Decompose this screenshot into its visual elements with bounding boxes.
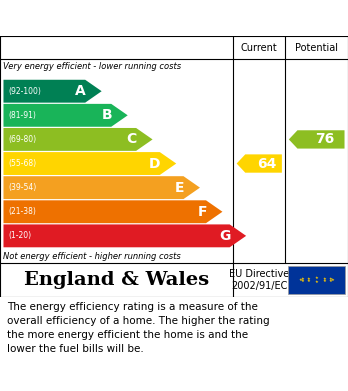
Text: ★: ★ [315, 276, 318, 280]
Text: F: F [197, 205, 207, 219]
Polygon shape [237, 154, 282, 173]
Polygon shape [3, 128, 152, 151]
Polygon shape [3, 152, 176, 175]
Text: E: E [175, 181, 184, 195]
Text: ★: ★ [301, 277, 305, 281]
Text: Very energy efficient - lower running costs: Very energy efficient - lower running co… [3, 62, 182, 71]
Text: ★: ★ [329, 277, 332, 281]
Text: (92-100): (92-100) [9, 87, 41, 96]
Text: (1-20): (1-20) [9, 231, 32, 240]
Text: (55-68): (55-68) [9, 159, 37, 168]
Text: (81-91): (81-91) [9, 111, 37, 120]
Polygon shape [289, 130, 345, 149]
Polygon shape [3, 104, 128, 127]
Text: Not energy efficient - higher running costs: Not energy efficient - higher running co… [3, 252, 181, 261]
Text: ★: ★ [315, 280, 318, 283]
Text: ★: ★ [301, 279, 305, 283]
Text: ★: ★ [323, 276, 326, 281]
Text: G: G [219, 229, 230, 243]
Polygon shape [3, 200, 222, 223]
Polygon shape [3, 224, 246, 247]
Text: ★: ★ [323, 279, 326, 283]
Text: EU Directive
2002/91/EC: EU Directive 2002/91/EC [229, 269, 290, 291]
Text: A: A [75, 84, 86, 98]
Text: (69-80): (69-80) [9, 135, 37, 144]
Text: Energy Efficiency Rating: Energy Efficiency Rating [10, 11, 232, 26]
Text: B: B [102, 108, 112, 122]
Text: ★: ★ [299, 278, 302, 282]
Text: (39-54): (39-54) [9, 183, 37, 192]
Text: ★: ★ [331, 278, 334, 282]
Text: (21-38): (21-38) [9, 207, 37, 216]
Text: The energy efficiency rating is a measure of the
overall efficiency of a home. T: The energy efficiency rating is a measur… [7, 302, 270, 354]
Text: Potential: Potential [295, 43, 338, 53]
Text: 76: 76 [315, 133, 334, 146]
Text: D: D [149, 156, 161, 170]
Text: ★: ★ [307, 276, 310, 281]
Polygon shape [3, 176, 200, 199]
Text: England & Wales: England & Wales [24, 271, 209, 289]
Text: C: C [127, 133, 137, 146]
Text: Current: Current [241, 43, 278, 53]
Polygon shape [3, 80, 102, 103]
Bar [288, 265, 345, 294]
Text: ★: ★ [329, 279, 332, 283]
Text: 64: 64 [258, 156, 277, 170]
Text: ★: ★ [307, 279, 310, 283]
